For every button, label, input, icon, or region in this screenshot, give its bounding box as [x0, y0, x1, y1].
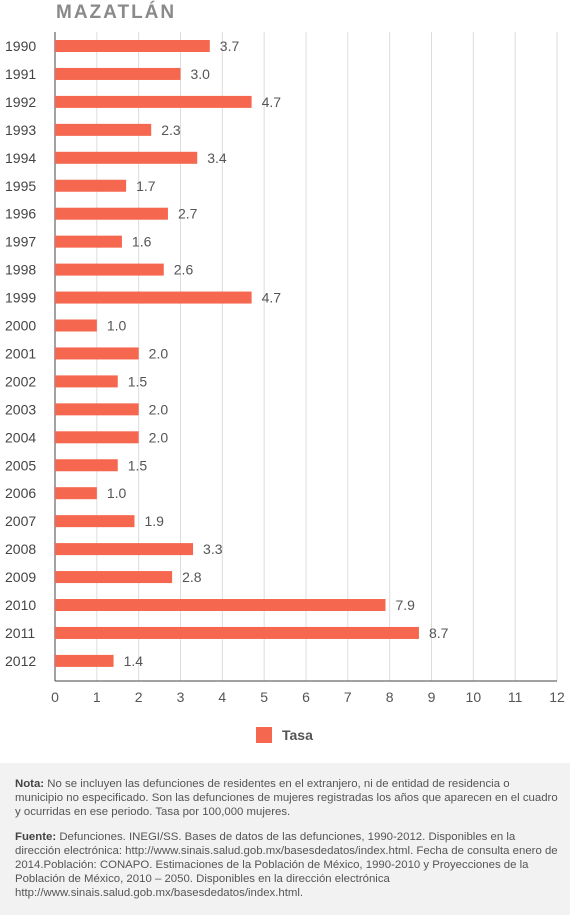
legend: Tasa: [256, 727, 313, 743]
y-tick-label: 2002: [5, 373, 36, 389]
x-tick-label: 7: [344, 689, 352, 705]
bar: [55, 179, 127, 192]
y-tick-label: 1994: [5, 150, 36, 166]
x-tick-label: 3: [177, 689, 185, 705]
x-tick-label: 10: [466, 689, 482, 705]
nota-paragraph: Nota: No se incluyen las defunciones de …: [15, 777, 560, 819]
bar: [55, 375, 118, 388]
nota-label: Nota:: [15, 778, 45, 790]
data-label: 2.0: [149, 401, 169, 417]
nota-text: No se incluyen las defunciones de reside…: [15, 778, 558, 818]
data-label: 3.0: [191, 66, 211, 82]
bar: [55, 67, 181, 80]
y-tick-label: 2006: [5, 485, 36, 501]
data-label: 1.5: [128, 373, 148, 389]
y-tick-label: 2009: [5, 569, 36, 585]
bar: [55, 40, 210, 52]
bar: [55, 151, 198, 164]
y-tick-label: 1991: [5, 66, 36, 82]
x-tick-label: 1: [93, 689, 101, 705]
y-tick-label: 1999: [5, 290, 36, 306]
y-tick-label: 2001: [5, 345, 36, 361]
data-label: 7.9: [395, 597, 415, 613]
x-tick-label: 0: [51, 689, 59, 705]
data-label: 1.6: [132, 234, 152, 250]
x-tick-label: 11: [508, 689, 523, 705]
y-tick-label: 1993: [5, 122, 36, 138]
y-tick-label: 1998: [5, 262, 36, 278]
y-tick-label: 1992: [5, 94, 36, 110]
chart-title: MAZATLÁN: [56, 2, 177, 23]
bars-layer: [55, 40, 419, 667]
y-tick-label: 1995: [5, 178, 36, 194]
y-tick-label: 2011: [5, 625, 35, 641]
fuente-paragraph: Fuente: Defunciones. INEGI/SS. Bases de …: [15, 830, 560, 900]
data-label: 2.0: [149, 345, 169, 361]
legend-label: Tasa: [282, 727, 313, 743]
bar: [55, 95, 252, 108]
data-label: 2.6: [174, 262, 194, 278]
data-label: 1.7: [136, 178, 156, 194]
data-label: 2.3: [161, 122, 181, 138]
y-tick-label: 2012: [5, 653, 36, 669]
bar: [55, 207, 168, 220]
data-label: 4.7: [262, 290, 282, 306]
data-label: 2.7: [178, 206, 198, 222]
data-label: 8.7: [429, 625, 449, 641]
data-label: 4.7: [262, 94, 282, 110]
data-label: 1.5: [128, 457, 148, 473]
y-tick-label: 2000: [5, 318, 36, 334]
y-tick-label: 2003: [5, 401, 36, 417]
data-label: 1.0: [107, 485, 127, 501]
fuente-text: Defunciones. INEGI/SS. Bases de datos de…: [15, 831, 558, 899]
notes-panel: Nota: No se incluyen las defunciones de …: [0, 763, 570, 915]
y-tick-label: 1990: [5, 38, 36, 54]
bar: [55, 235, 122, 248]
bar: [55, 626, 419, 639]
x-tick-label: 12: [549, 689, 565, 705]
y-tick-label: 2004: [5, 429, 36, 445]
y-tick-label: 1996: [5, 206, 36, 222]
x-tick-label: 5: [260, 689, 268, 705]
x-tick-label: 2: [135, 689, 143, 705]
bar: [55, 403, 139, 416]
x-tick-label: 4: [218, 689, 226, 705]
y-tick-label: 2005: [5, 457, 36, 473]
data-label: 3.4: [207, 150, 227, 166]
bar: [55, 487, 97, 500]
y-tick-label: 2007: [5, 513, 36, 529]
grid-layer: [54, 32, 558, 682]
bar: [55, 347, 139, 360]
legend-swatch: [256, 727, 272, 743]
data-label: 1.0: [107, 318, 127, 334]
bar: [55, 123, 152, 136]
bar: [55, 263, 164, 276]
x-tick-label: 6: [302, 689, 310, 705]
bar: [55, 459, 118, 472]
bar: [55, 599, 386, 611]
data-label: 2.0: [149, 429, 169, 445]
y-tick-label: 2010: [5, 597, 36, 613]
data-label: 2.8: [182, 569, 202, 585]
data-label: 3.7: [220, 38, 240, 54]
bar: [55, 515, 135, 528]
bar: [55, 291, 252, 304]
bar: [55, 319, 97, 332]
y-tick-label: 2008: [5, 541, 36, 557]
x-tick-label: 9: [428, 689, 436, 705]
bar: [55, 571, 173, 584]
fuente-label: Fuente:: [15, 831, 57, 843]
bar: [55, 431, 139, 444]
bar: [55, 543, 194, 556]
data-label: 1.9: [144, 513, 164, 529]
y-tick-label: 1997: [5, 234, 36, 250]
data-label: 1.4: [124, 653, 144, 669]
data-label: 3.3: [203, 541, 223, 557]
bar: [55, 654, 114, 667]
x-tick-label: 8: [386, 689, 394, 705]
